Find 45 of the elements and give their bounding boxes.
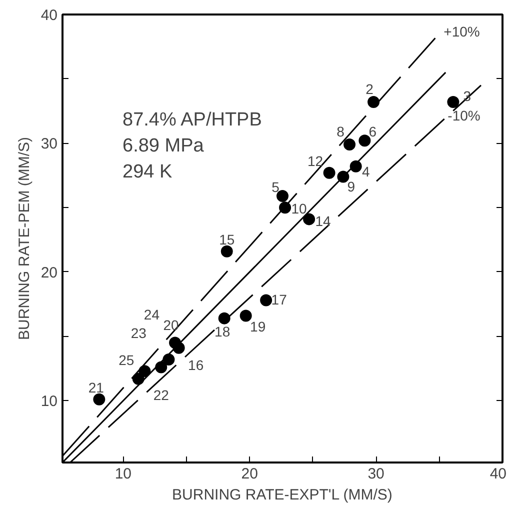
annotation: -10% xyxy=(448,107,480,124)
annotation: 14 xyxy=(315,213,332,230)
annotation: 16 xyxy=(188,356,204,373)
x-axis-title: BURNING RATE-EXPT'L (MM/S) xyxy=(172,486,392,504)
annotation: 18 xyxy=(214,323,230,340)
annotation: 2 xyxy=(366,81,374,98)
annotation: +10% xyxy=(444,23,480,40)
annotation: 6.89 MPa xyxy=(122,136,204,156)
annotation: 5 xyxy=(272,179,280,196)
annotation: 294 K xyxy=(122,162,172,182)
y-tick-label: 10 xyxy=(40,393,58,410)
point xyxy=(358,134,371,147)
point xyxy=(447,96,460,108)
x-tick-label: 10 xyxy=(114,466,132,482)
annotation: 6 xyxy=(368,124,377,140)
point xyxy=(344,138,356,151)
point xyxy=(93,393,106,406)
annotation: 9 xyxy=(347,178,356,195)
annotation: 8 xyxy=(336,124,345,140)
annotation: 25 xyxy=(118,352,134,368)
point xyxy=(260,294,272,306)
annotation: 17 xyxy=(271,291,288,308)
x-tick-label: 20 xyxy=(241,466,258,482)
annotation: 20 xyxy=(163,316,180,333)
annotation: 15 xyxy=(219,231,235,248)
point xyxy=(220,245,233,258)
point xyxy=(368,96,380,108)
annotation: 87.4% AP/HTPB xyxy=(122,110,262,130)
y-tick-label: 40 xyxy=(40,7,58,24)
y-axis-title: BURNING RATE-PEM (MM/S) xyxy=(16,136,33,340)
annotation: 10 xyxy=(291,200,308,217)
x-tick-label: 40 xyxy=(490,466,507,482)
point xyxy=(323,166,336,179)
annotation: 4 xyxy=(362,163,370,180)
annotation: 23 xyxy=(130,325,147,342)
annotation: 19 xyxy=(250,318,266,335)
annotation: 22 xyxy=(153,387,170,404)
annotation: 24 xyxy=(144,306,160,323)
point xyxy=(240,310,252,322)
annotation: 12 xyxy=(307,152,324,169)
y-tick-label: 30 xyxy=(40,136,58,153)
x-tick-label: 30 xyxy=(368,466,384,482)
annotation: 21 xyxy=(88,379,104,396)
point xyxy=(303,213,316,226)
y-tick-label: 20 xyxy=(40,264,58,282)
